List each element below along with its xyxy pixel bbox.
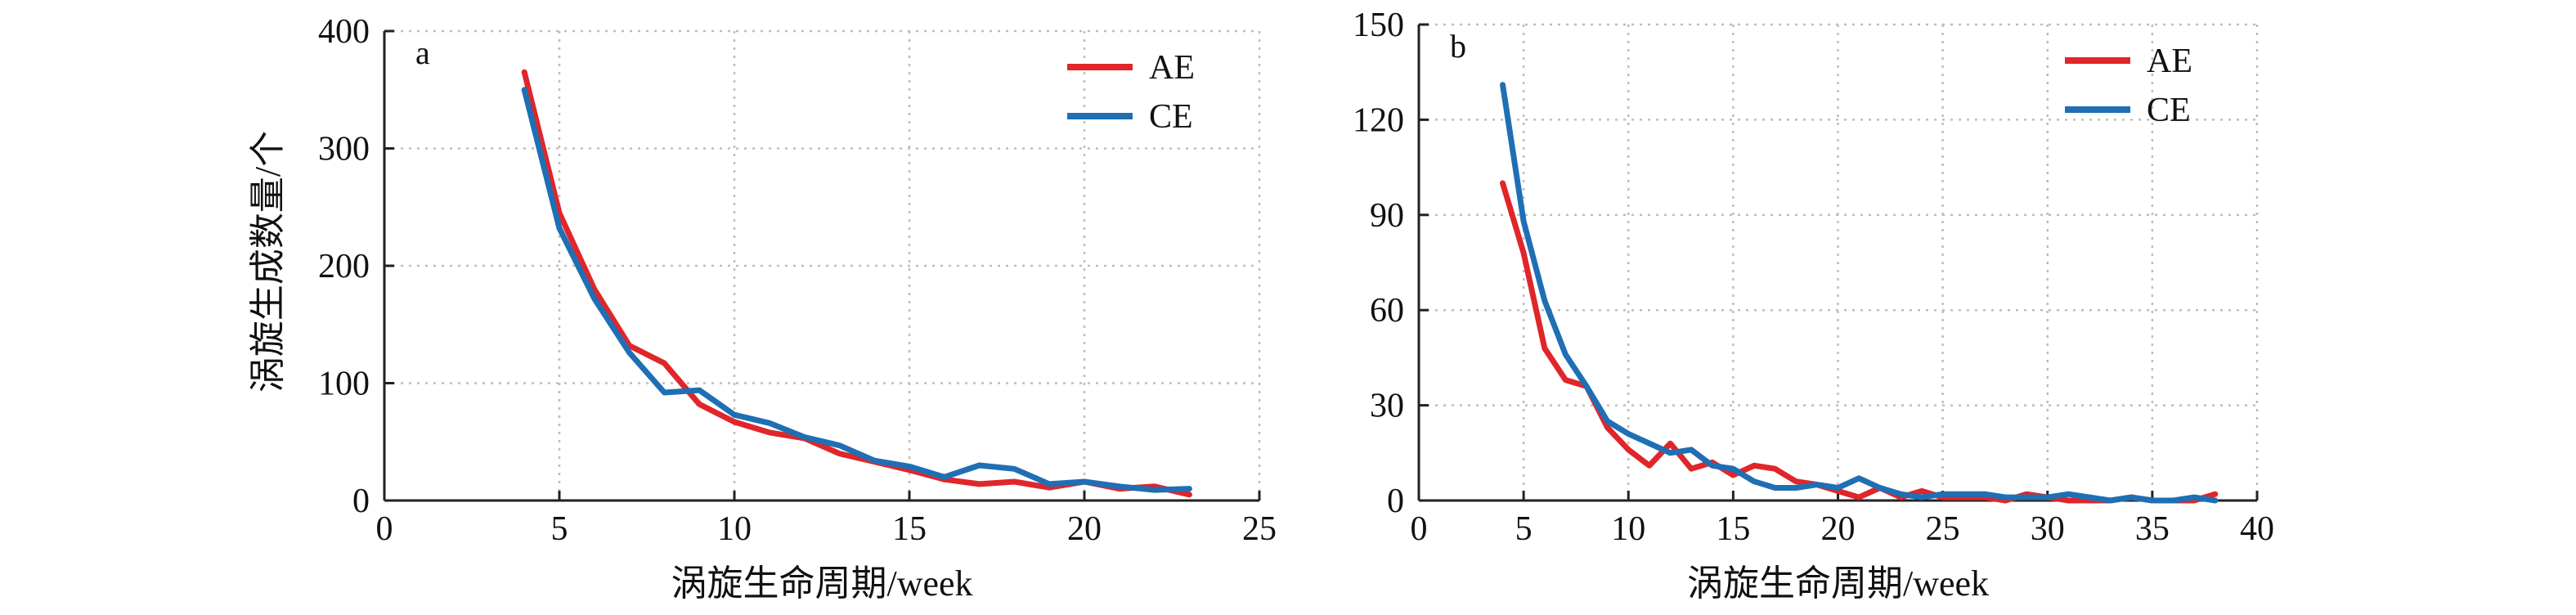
- x-tick-label-b: 30: [2031, 510, 2065, 548]
- y-tick-label-b: 90: [1370, 197, 1404, 235]
- y-tick-label-b: 150: [1353, 7, 1404, 44]
- x-tick-label-a: 20: [1067, 510, 1102, 548]
- y-tick-label-a: 300: [318, 131, 370, 168]
- x-tick-label-b: 20: [1821, 510, 1856, 548]
- y-tick-label-b: 0: [1387, 483, 1404, 520]
- chart-panel-b: 0 5 10 15 20 25 30 35 40 0 30 60 90 120 150 涡旋生命周期/week…: [1353, 7, 2274, 604]
- x-tick-label-b: 35: [2135, 510, 2170, 548]
- x-tick-label-a: 25: [1242, 510, 1277, 548]
- y-tick-label-b: 60: [1370, 292, 1404, 330]
- panel-label-a: a: [415, 34, 430, 71]
- x-axis-title-b: 涡旋生命周期/week: [1687, 563, 1989, 604]
- y-tick-label-a: 100: [318, 366, 370, 403]
- legend-label-ae-b: AE: [2147, 43, 2192, 80]
- legend-label-ce-a: CE: [1149, 98, 1193, 136]
- x-tick-label-a: 15: [892, 510, 927, 548]
- y-tick-label-a: 200: [318, 248, 370, 285]
- legend-label-ae-a: AE: [1149, 49, 1195, 87]
- x-tick-label-b: 5: [1515, 510, 1533, 548]
- y-tick-label-b: 120: [1353, 101, 1404, 139]
- y-tick-label-a: 400: [318, 13, 370, 51]
- series-line-ce-b: [1500, 82, 2219, 504]
- x-tick-label-b: 25: [1926, 510, 1960, 548]
- panel-label-b: b: [1450, 28, 1466, 65]
- x-axis-title-a: 涡旋生命周期/week: [671, 563, 972, 604]
- y-axis-title: 涡旋生成数量/个: [248, 131, 288, 393]
- y-tick-label-b: 30: [1370, 388, 1404, 425]
- legend-label-ce-b: CE: [2147, 92, 2191, 129]
- chart-panel-a: 0 5 10 15 20 25 0 100 200 300 400 涡旋生命周期/week a AE CE: [318, 13, 1277, 604]
- x-tick-label-b: 15: [1716, 510, 1750, 548]
- x-tick-label-a: 10: [717, 510, 752, 548]
- series-line-ce-a: [521, 87, 1192, 493]
- x-tick-label-a: 0: [376, 510, 393, 548]
- x-tick-label-a: 5: [551, 510, 568, 548]
- x-tick-label-b: 0: [1411, 510, 1428, 548]
- y-tick-label-a: 0: [352, 483, 370, 520]
- x-tick-label-b: 40: [2240, 510, 2274, 548]
- x-tick-label-b: 10: [1611, 510, 1645, 548]
